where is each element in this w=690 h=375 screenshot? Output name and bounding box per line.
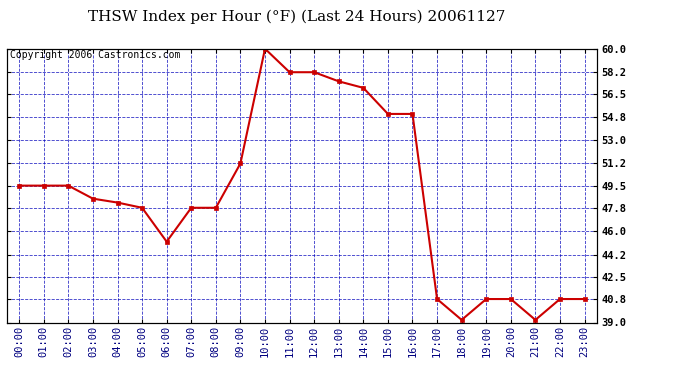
- Text: Copyright 2006 Castronics.com: Copyright 2006 Castronics.com: [10, 50, 180, 60]
- Text: THSW Index per Hour (°F) (Last 24 Hours) 20061127: THSW Index per Hour (°F) (Last 24 Hours)…: [88, 9, 505, 24]
